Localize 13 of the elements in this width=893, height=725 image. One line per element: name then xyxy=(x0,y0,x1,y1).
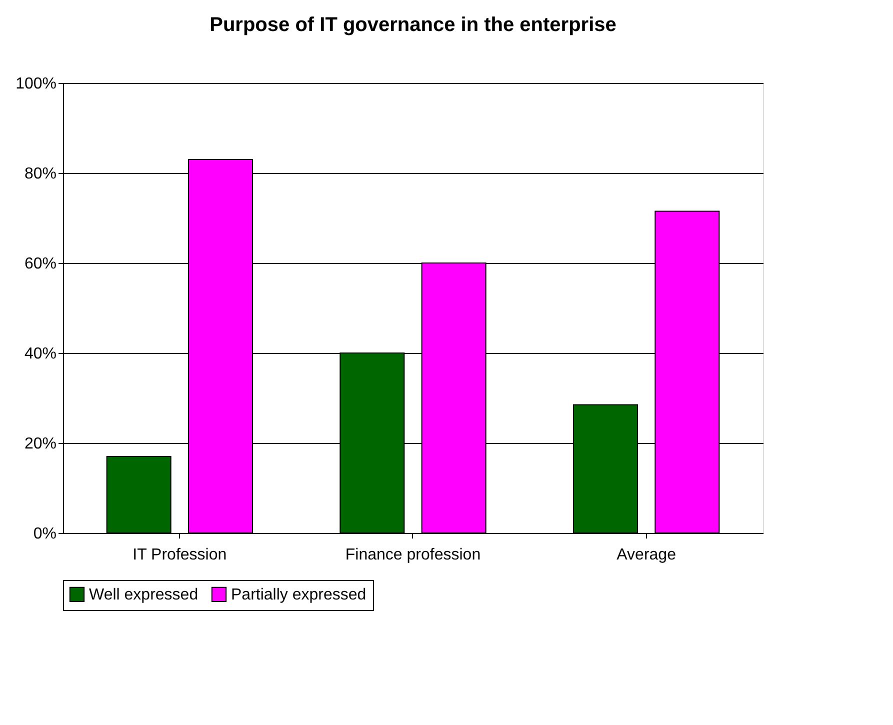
y-tick-label: 100% xyxy=(16,76,56,92)
y-tick-label: 40% xyxy=(24,346,56,362)
y-tick-label: 20% xyxy=(24,436,56,452)
x-tick-label: Average xyxy=(616,546,676,564)
y-tick-label: 0% xyxy=(33,526,56,542)
y-tick-label: 60% xyxy=(24,256,56,272)
legend-label: Partially expressed xyxy=(231,586,366,604)
x-tick-label: Finance profession xyxy=(345,546,481,564)
bar xyxy=(106,456,172,534)
x-tick-label: IT Profession xyxy=(132,546,227,564)
chart-title: Purpose of IT governance in the enterprise xyxy=(210,14,616,36)
legend-label: Well expressed xyxy=(89,586,198,604)
y-tick-label: 80% xyxy=(24,166,56,182)
